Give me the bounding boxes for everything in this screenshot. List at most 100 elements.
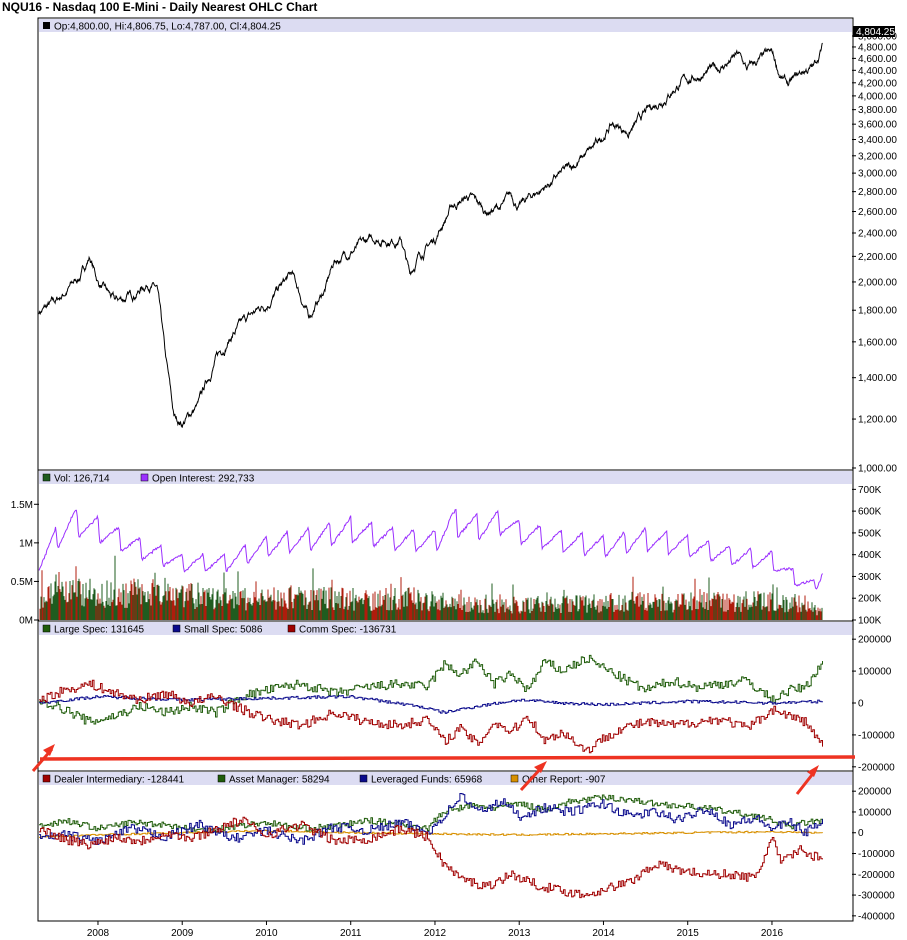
annotation-arrow-left <box>31 744 55 772</box>
volume-right-tick-label: 100K <box>858 616 882 627</box>
disaggregated-cot-axis: 200000 100000 0 -100000 -200000 -300000 -40000… <box>852 787 895 922</box>
x-tick-label: 2015 <box>677 928 700 939</box>
volume-legend-text: Vol: 126,714 <box>54 474 110 485</box>
price-tick-label: 3,600.00 <box>858 120 897 131</box>
asset-manager-legend-swatch <box>217 774 226 783</box>
volume-left-tick-label: 1M <box>19 538 33 549</box>
annotation-arrow-right <box>795 765 819 795</box>
disagg-tick-label: -400000 <box>858 911 895 922</box>
dealer-intermediary-line <box>39 816 823 899</box>
disaggregated-cot-panel-frame <box>37 770 854 922</box>
large-spec-legend-text: Large Spec: 131645 <box>54 625 145 636</box>
price-tick-label: 1,000.00 <box>858 464 897 475</box>
x-tick-label: 2014 <box>592 928 615 939</box>
open-interest-line <box>38 508 823 590</box>
annotation-arrow-middle <box>519 761 547 792</box>
x-tick-label: 2008 <box>87 928 110 939</box>
price-series <box>38 42 823 428</box>
volume-right-tick-label: 600K <box>858 507 882 518</box>
leveraged-legend-text: Leveraged Funds: 65968 <box>371 775 483 786</box>
volume-right-tick-label: 300K <box>858 572 882 583</box>
open-interest-legend-swatch <box>140 473 149 482</box>
comm-spec-legend-text: Comm Spec: -136731 <box>299 625 397 636</box>
price-tick-label: 4,600.00 <box>858 54 897 65</box>
volume-legend-swatch <box>42 473 51 482</box>
price-tick-label: 4,800.00 <box>858 42 897 53</box>
volume-right-tick-label: 200K <box>858 594 882 605</box>
large-spec-legend-swatch <box>42 624 51 633</box>
price-tick-label: 2,200.00 <box>858 252 897 263</box>
chart-title: NQU16 - Nasdaq 100 E-Mini - Daily Neares… <box>2 0 318 14</box>
disagg-legend-bar <box>39 772 852 785</box>
x-tick-label: 2016 <box>761 928 784 939</box>
last-price-label: 4,804.25 <box>856 27 895 38</box>
legacy-cot-axis: 200000 100000 0 -100000 -200000 <box>852 635 895 773</box>
volume-left-tick-label: 0.5M <box>11 577 33 588</box>
dealer-legend-text: Dealer Intermediary: -128441 <box>54 775 185 786</box>
volume-right-tick-label: 500K <box>858 528 882 539</box>
price-tick-label: 4,400.00 <box>858 66 897 77</box>
disagg-tick-label: -100000 <box>858 849 895 860</box>
price-tick-label: 3,800.00 <box>858 105 897 116</box>
price-tick-label: 2,000.00 <box>858 277 897 288</box>
volume-legend-bar <box>39 471 852 484</box>
volume-axes: 1.5M 1M 0.5M 0M 700K 600K 500K 400K 300K 200K 100K <box>11 485 882 627</box>
dealer-legend-swatch <box>42 774 51 783</box>
open-interest-series <box>38 508 823 590</box>
legacy-tick-label: -100000 <box>858 730 895 741</box>
disagg-tick-label: 0 <box>858 828 864 839</box>
small-spec-legend-swatch <box>172 624 181 633</box>
x-tick-label: 2012 <box>424 928 447 939</box>
price-legend-bar <box>39 19 852 32</box>
x-tick-label: 2010 <box>255 928 278 939</box>
disagg-tick-label: 100000 <box>858 807 892 818</box>
asset-manager-legend-text: Asset Manager: 58294 <box>229 775 330 786</box>
price-tick-label: 3,200.00 <box>858 151 897 162</box>
disaggregated-cot-series <box>39 793 823 899</box>
other-report-legend-swatch <box>510 774 519 783</box>
asset-manager-line <box>39 794 823 833</box>
annotation-overlay <box>31 744 856 795</box>
price-tick-label: 2,600.00 <box>858 207 897 218</box>
x-tick-label: 2011 <box>340 928 362 939</box>
legacy-tick-label: 200000 <box>858 635 892 646</box>
price-tick-label: 4,000.00 <box>858 91 897 102</box>
price-tick-label: 1,600.00 <box>858 337 897 348</box>
price-line <box>38 42 823 428</box>
disagg-tick-label: -200000 <box>858 870 895 881</box>
price-axis: 5,000.004,800.004,600.004,400.004,200.00… <box>852 32 897 475</box>
other-report-legend-text: Other Report: -907 <box>522 775 606 786</box>
price-tick-label: 3,000.00 <box>858 169 897 180</box>
price-tick-label: 3,400.00 <box>858 135 897 146</box>
volume-left-tick-label: 1.5M <box>11 500 33 511</box>
small-spec-legend-text: Small Spec: 5086 <box>184 625 263 636</box>
price-tick-label: 4,200.00 <box>858 78 897 89</box>
open-interest-legend-text: Open Interest: 292,733 <box>152 474 255 485</box>
comm-spec-line <box>39 679 823 754</box>
x-tick-label: 2013 <box>508 928 531 939</box>
volume-right-tick-label: 700K <box>858 485 882 496</box>
price-tick-label: 1,200.00 <box>858 415 897 426</box>
legacy-legend-bar <box>39 622 852 635</box>
volume-bars <box>39 555 823 620</box>
leveraged-legend-swatch <box>359 774 368 783</box>
leveraged-funds-line <box>39 793 823 845</box>
price-tick-label: 2,400.00 <box>858 229 897 240</box>
disagg-tick-label: 200000 <box>858 787 892 798</box>
legacy-tick-label: 0 <box>858 699 864 710</box>
volume-left-tick-label: 0M <box>19 616 33 627</box>
price-tick-label: 1,800.00 <box>858 306 897 317</box>
legacy-tick-label: 100000 <box>858 667 892 678</box>
annotation-horizontal-line <box>39 755 856 761</box>
large-spec-line <box>39 654 823 725</box>
volume-right-tick-label: 400K <box>858 550 882 561</box>
x-axis: 2008 2009 2010 2011 2012 2013 2014 2015 2016 <box>87 921 784 939</box>
price-tick-label: 2,800.00 <box>858 187 897 198</box>
comm-spec-legend-swatch <box>287 624 296 633</box>
price-legend-text: Op:4,800.00, Hi:4,806.75, Lo:4,787.00, C… <box>54 22 281 33</box>
price-panel-frame <box>37 17 854 471</box>
price-tick-label: 1,400.00 <box>858 373 897 384</box>
legacy-cot-series <box>39 654 823 754</box>
disagg-tick-label: -300000 <box>858 891 895 902</box>
